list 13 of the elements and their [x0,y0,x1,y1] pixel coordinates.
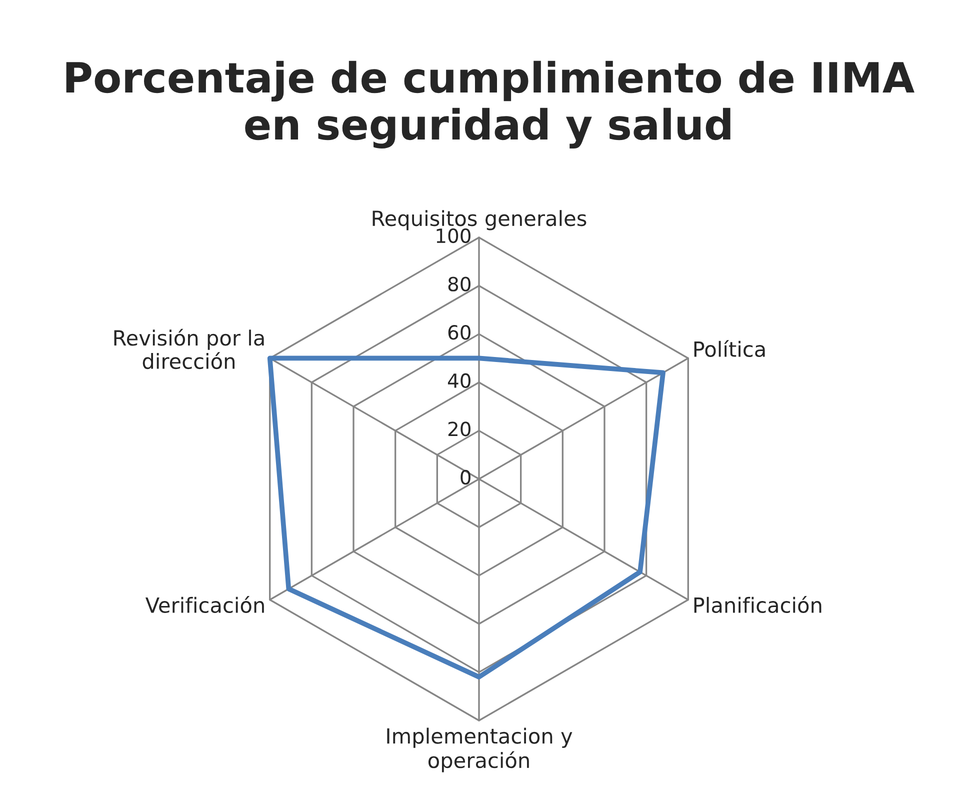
spoke-label: Requisitos generales [372,210,586,230]
spoke-label: Política [694,340,765,358]
y-tick-label: 20 [448,422,470,436]
y-tick-label: 80 [448,276,470,292]
spoke-label: Revisión por la dirección [114,328,264,370]
spoke-label: Implementacion y operación [387,728,572,772]
y-tick-label: 40 [448,373,470,388]
chart-title: Porcentaje de cumplimiento de IIMA en seguridad y salud [66,60,914,148]
y-tick-label: 60 [448,325,470,340]
y-tick-label: 100 [436,228,470,244]
spoke-label: Verificación [145,596,264,614]
y-tick-label: 0 [460,470,470,485]
spoke-label: Planificación [694,596,822,614]
